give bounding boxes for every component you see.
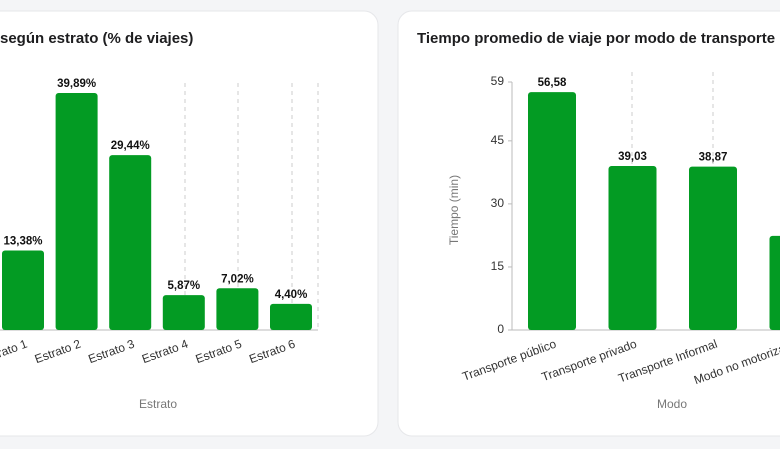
bar	[216, 288, 259, 330]
value-label: 7,02%	[221, 273, 254, 285]
bar	[2, 250, 44, 330]
y-tick-label: 30	[491, 196, 505, 210]
value-label: 13,38%	[3, 236, 42, 248]
value-label: 4,40%	[275, 289, 308, 301]
value-label: 39,03	[618, 151, 647, 163]
value-label: 29,44%	[111, 140, 150, 152]
x-axis-label: Estrato	[139, 397, 177, 411]
y-tick-label: 15	[491, 259, 505, 273]
bar	[769, 235, 780, 330]
y-axis-label: Tiempo (min)	[447, 175, 461, 245]
bar	[270, 303, 312, 330]
y-tick-label: 45	[491, 133, 505, 147]
bar	[109, 155, 152, 330]
value-label: 5,87%	[167, 280, 200, 292]
chart-title: Tiempo promedio de viaje por modo de tra…	[417, 30, 775, 47]
bar	[162, 295, 205, 330]
bar	[689, 166, 737, 330]
y-tick-label: 59	[491, 74, 505, 88]
bar	[528, 92, 576, 330]
value-label: 39,89%	[57, 78, 96, 90]
chart-title: según estrato (% de viajes)	[0, 30, 193, 47]
value-label: 38,87	[699, 152, 728, 164]
y-tick-label: 0	[497, 322, 504, 336]
x-axis-label: Modo	[657, 397, 687, 411]
bar	[55, 93, 98, 330]
bar	[608, 165, 657, 330]
value-label: 56,58	[538, 77, 567, 89]
